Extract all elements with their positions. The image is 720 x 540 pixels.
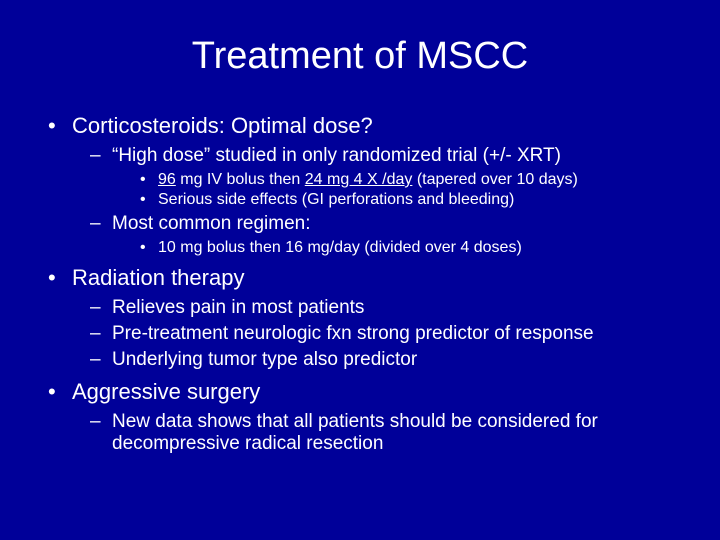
dose-text-2: (tapered over 10 days) — [412, 171, 577, 188]
sub-neurologic-fxn: Pre-treatment neurologic fxn strong pred… — [90, 323, 690, 345]
subsub-10mg: 10 mg bolus then 16 mg/day (divided over… — [140, 239, 690, 257]
dose-24: 24 mg 4 X /day — [305, 171, 413, 188]
dose-96: 96 — [158, 171, 176, 188]
dose-text-1: mg IV bolus then — [176, 171, 305, 188]
sub-relieves-pain: Relieves pain in most patients — [90, 297, 690, 319]
bullet-surgery: Aggressive surgery — [48, 379, 690, 405]
bullet-radiation: Radiation therapy — [48, 265, 690, 291]
sub-high-dose: “High dose” studied in only randomized t… — [90, 145, 690, 167]
subsub-96mg: 96 mg IV bolus then 24 mg 4 X /day (tape… — [140, 171, 690, 189]
sub-tumor-type: Underlying tumor type also predictor — [90, 349, 690, 371]
sub-new-data: New data shows that all patients should … — [90, 411, 690, 455]
bullet-corticosteroids: Corticosteroids: Optimal dose? — [48, 113, 690, 139]
subsub-side-effects: Serious side effects (GI perforations an… — [140, 191, 690, 209]
slide-title: Treatment of MSCC — [30, 35, 690, 78]
sub-common-regimen: Most common regimen: — [90, 213, 690, 235]
